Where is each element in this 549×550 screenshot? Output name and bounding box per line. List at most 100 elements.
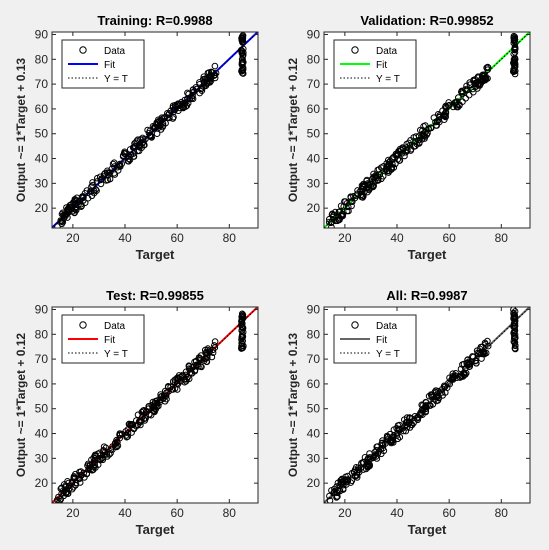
y-axis-label: Output ~= 1*Target + 0.13 [14, 58, 28, 202]
y-tick-label: 80 [35, 52, 49, 66]
data-point [157, 126, 165, 133]
data-point [474, 349, 481, 357]
x-tick-label: 60 [170, 231, 184, 245]
y-tick-label: 70 [35, 352, 49, 366]
legend-entry: Fit [104, 335, 115, 346]
data-point [60, 487, 67, 494]
chart-title: Validation: R=0.99852 [360, 13, 493, 28]
data-point [355, 466, 363, 474]
data-point [407, 145, 415, 153]
axes-frame [323, 306, 531, 504]
data-point [463, 82, 470, 90]
x-axis-label: Target [136, 522, 175, 537]
regression-panel: 20 40 60 80 20 30 40 50 60 70 80 90 All: R=0.9987 Tar… [286, 288, 531, 537]
data-point [510, 58, 518, 66]
y-tick-label: 70 [307, 77, 321, 91]
y-tick-label: 60 [307, 377, 321, 391]
data-point [93, 187, 100, 194]
data-point [378, 440, 386, 447]
data-point [415, 136, 423, 144]
data-point [115, 161, 123, 169]
data-point [441, 383, 448, 391]
data-point [127, 421, 134, 428]
y-tick-label: 40 [35, 152, 49, 166]
y-tick-label: 30 [35, 451, 49, 465]
legend-data-marker [79, 321, 87, 329]
y-tick-label: 50 [35, 402, 49, 416]
x-tick-label: 40 [390, 231, 404, 245]
data-point [240, 49, 247, 57]
data-point [366, 454, 374, 461]
data-point [169, 104, 177, 111]
data-point [442, 112, 449, 120]
data-point [88, 183, 95, 190]
data-point [439, 392, 447, 399]
data-markers [54, 310, 247, 503]
data-point [85, 466, 92, 473]
data-point [469, 353, 476, 360]
legend-entry: Y = T [104, 349, 128, 360]
data-point [359, 194, 367, 201]
data-point [427, 402, 434, 409]
data-point [103, 169, 111, 176]
data-point [189, 89, 196, 96]
data-point [205, 79, 212, 87]
data-point [134, 421, 142, 429]
data-point [510, 310, 518, 318]
data-point [363, 460, 371, 468]
data-point [403, 144, 411, 151]
data-point [483, 64, 490, 72]
data-point [103, 451, 111, 458]
data-point [188, 370, 195, 377]
data-point [182, 378, 190, 385]
data-point [64, 208, 72, 215]
legend-entry: Fit [376, 335, 387, 346]
chart-title: Test: R=0.99855 [106, 288, 204, 303]
data-point [75, 201, 82, 208]
data-point [77, 472, 85, 479]
data-point [78, 202, 85, 210]
y-axis-label: Output ~= 1*Target + 0.12 [14, 333, 28, 477]
data-point [76, 479, 84, 486]
data-point [480, 73, 487, 80]
data-point [239, 52, 246, 60]
data-point [386, 157, 394, 165]
data-point [477, 80, 485, 87]
y-tick-label: 20 [307, 476, 321, 490]
data-point [140, 141, 148, 149]
data-point [511, 335, 519, 342]
data-point [511, 332, 518, 340]
data-point [164, 114, 171, 121]
data-point [146, 127, 154, 134]
data-point [326, 492, 333, 500]
data-point [442, 102, 450, 110]
data-point [97, 180, 105, 188]
data-point [345, 207, 352, 215]
legend-data-marker [79, 46, 87, 54]
data-point [76, 475, 83, 483]
data-point [511, 345, 519, 352]
x-tick-label: 20 [338, 231, 352, 245]
data-point [174, 386, 181, 393]
chart-title: All: R=0.9987 [386, 288, 467, 303]
data-point [211, 342, 218, 349]
data-point [122, 432, 130, 439]
data-point [200, 78, 208, 86]
x-tick-label: 80 [495, 506, 509, 520]
axes-frame [323, 31, 531, 229]
data-point [459, 88, 467, 95]
data-point [435, 387, 442, 395]
data-point [58, 218, 66, 225]
data-point [197, 352, 205, 359]
data-point [365, 186, 373, 194]
y-tick-label: 30 [307, 451, 321, 465]
data-point [394, 422, 402, 429]
data-point [453, 102, 460, 109]
data-point [135, 418, 143, 425]
data-point [189, 86, 197, 93]
data-point [91, 459, 98, 467]
legend-entry: Data [104, 321, 126, 332]
data-point [427, 391, 435, 398]
data-point [407, 137, 414, 144]
y-tick-label: 90 [307, 302, 321, 316]
